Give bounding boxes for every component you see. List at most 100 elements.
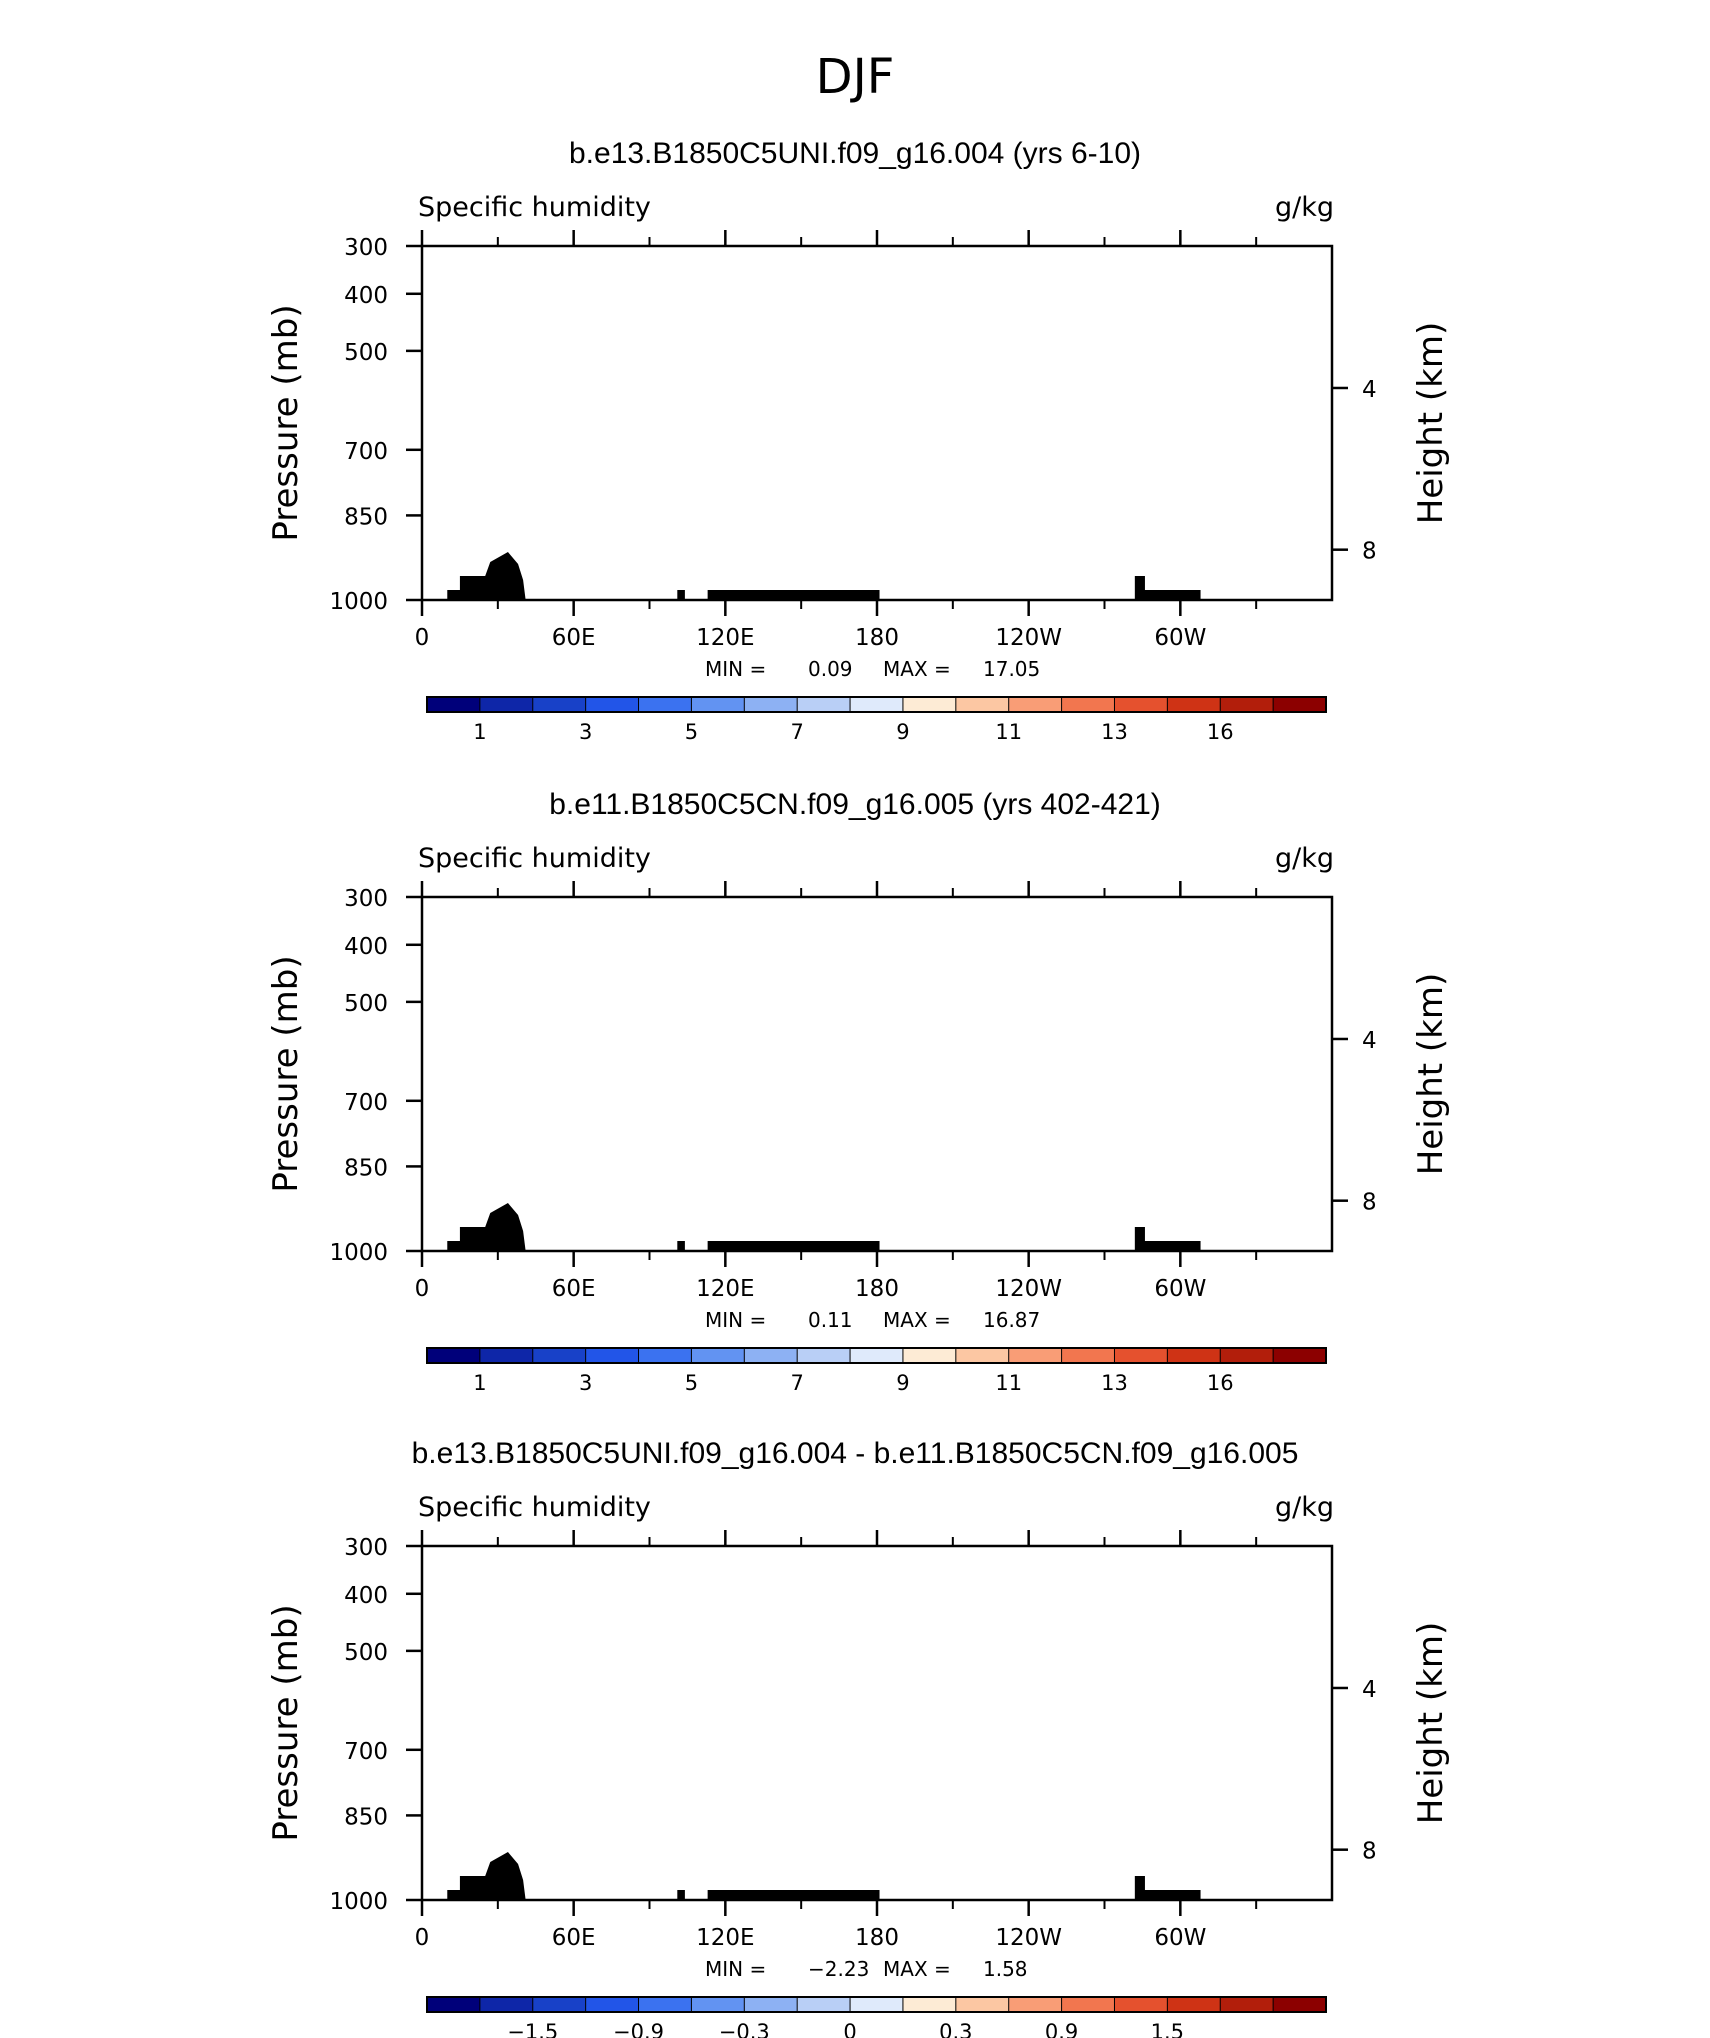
colorbar-swatch [796, 1347, 851, 1364]
colorbar-swatch [1113, 1996, 1169, 2013]
colorbar-swatch [532, 1996, 587, 2013]
colorbar-swatch [585, 1347, 640, 1364]
colorbar-swatch [955, 696, 1010, 713]
colorbar-swatch [1008, 1347, 1063, 1364]
y-tick-label: 700 [344, 1090, 388, 1116]
colorbar-swatch [1219, 1347, 1275, 1364]
colorbar-tick-label: 1 [473, 720, 486, 744]
max-label: MAX = [883, 1308, 951, 1332]
x-tick-label: 120W [995, 625, 1062, 651]
y-axis-label-right: Height (km) [1411, 322, 1451, 525]
y-right-tick-label: 4 [1362, 1677, 1377, 1703]
colorbar-swatch [849, 696, 904, 713]
x-tick-label: 120W [995, 1925, 1062, 1951]
x-tick-label: 60E [552, 1276, 596, 1302]
plot-frame [420, 244, 1334, 602]
colorbar-swatch [1061, 696, 1116, 713]
y-axis-label-right: Height (km) [1411, 1622, 1451, 1825]
colorbar-tick-label: 7 [790, 720, 803, 744]
x-tick-label: 60W [1154, 1276, 1206, 1302]
x-tick-label: 120E [696, 1276, 754, 1302]
colorbar-tick-label: 16 [1207, 720, 1234, 744]
min-value: 0.11 [808, 1308, 853, 1332]
panel-title: b.e13.B1850C5UNI.f09_g16.004 - b.e11.B18… [412, 1437, 1299, 1470]
x-tick-label: 120E [696, 1925, 754, 1951]
max-label: MAX = [883, 657, 951, 681]
colorbar-swatch [479, 696, 534, 713]
colorbar-swatch [532, 1347, 587, 1364]
y-tick-label: 300 [344, 886, 388, 912]
panel-title: b.e13.B1850C5UNI.f09_g16.004 (yrs 6-10) [569, 137, 1141, 170]
x-tick-label: 120W [995, 1276, 1062, 1302]
colorbar-tick-label: 7 [790, 1371, 803, 1395]
colorbar-swatch [638, 696, 693, 713]
colorbar-tick-label: 5 [685, 1371, 698, 1395]
panel-2: b.e11.B1850C5CN.f09_g16.005 (yrs 402-421… [266, 788, 1451, 1395]
colorbar-tick-label: 3 [579, 1371, 592, 1395]
colorbar-tick-label: 16 [1207, 1371, 1234, 1395]
colorbar-frame [426, 1996, 1327, 2013]
colorbar-tick-label: 1 [473, 1371, 486, 1395]
topography-andes [1134, 1876, 1201, 1900]
colorbar-tick-label: 3 [579, 720, 592, 744]
y-tick-label: 850 [344, 1155, 388, 1181]
max-label: MAX = [883, 1957, 951, 1981]
y-tick-label: 400 [344, 934, 388, 960]
colorbar-tick-label: 0 [843, 2020, 856, 2038]
max-value: 17.05 [983, 657, 1040, 681]
y-tick-label: 850 [344, 1804, 388, 1830]
colorbar-tick-label: 0.3 [939, 2020, 972, 2038]
topography-indochina [677, 1241, 685, 1251]
plot-frame [420, 1544, 1334, 1902]
topography-africa [447, 1852, 526, 1900]
colorbar-swatch [479, 1347, 534, 1364]
x-tick-label: 60E [552, 1925, 596, 1951]
y-axis-label: Pressure (mb) [266, 304, 306, 541]
topography-indochina [677, 590, 685, 600]
colorbar-swatch [849, 1996, 904, 2013]
x-tick-label: 0 [415, 625, 430, 651]
colorbar-swatch [1166, 696, 1222, 713]
colorbar-swatch [690, 1996, 746, 2013]
y-axis-label: Pressure (mb) [266, 1604, 306, 1841]
colorbar-swatch [1008, 696, 1063, 713]
variable-label: Specific humidity [418, 1492, 651, 1523]
field [447, 1852, 1201, 1900]
units-label: g/kg [1275, 192, 1334, 223]
topography-asia [707, 1890, 880, 1900]
colorbar-swatch [1272, 1347, 1327, 1364]
y-right-tick-label: 8 [1362, 539, 1377, 565]
colorbar-frame [426, 1347, 1327, 1364]
y-tick-label: 500 [344, 340, 388, 366]
units-label: g/kg [1275, 843, 1334, 874]
topography-andes [1134, 1227, 1201, 1251]
x-tick-label: 180 [855, 1276, 899, 1302]
y-tick-label: 700 [344, 1739, 388, 1765]
colorbar-swatch [902, 1347, 957, 1364]
x-tick-label: 60W [1154, 1925, 1206, 1951]
colorbar-swatch [690, 696, 746, 713]
colorbar-swatch [426, 696, 481, 713]
colorbar-swatch [1061, 1996, 1116, 2013]
colorbar-swatch [1113, 696, 1169, 713]
y-tick-label: 500 [344, 991, 388, 1017]
y-tick-label: 400 [344, 283, 388, 309]
colorbar-swatch [796, 696, 851, 713]
colorbar-swatch [1272, 696, 1327, 713]
colorbar-swatch [1113, 1347, 1169, 1364]
y-tick-label: 500 [344, 1640, 388, 1666]
colorbar-swatch [955, 1996, 1010, 2013]
variable-label: Specific humidity [418, 192, 651, 223]
y-tick-label: 400 [344, 1583, 388, 1609]
colorbar-swatch [849, 1347, 904, 1364]
colorbar-tick-label: −0.3 [719, 2020, 770, 2038]
colorbar-swatch [585, 696, 640, 713]
y-tick-label: 1000 [329, 1240, 388, 1266]
min-value: −2.23 [808, 1957, 869, 1981]
field [447, 552, 1201, 600]
colorbar-swatch [426, 1347, 481, 1364]
panel-title: b.e11.B1850C5CN.f09_g16.005 (yrs 402-421… [549, 788, 1161, 821]
colorbar-tick-label: 9 [896, 720, 909, 744]
colorbar-tick-label: 1.5 [1151, 2020, 1184, 2038]
